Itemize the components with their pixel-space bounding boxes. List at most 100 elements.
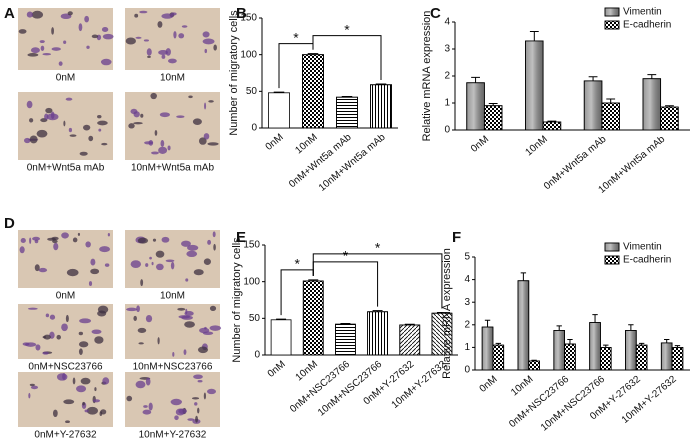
image-caption: 10nM	[160, 291, 185, 302]
significance-mark: *	[375, 240, 381, 256]
cell	[22, 342, 30, 346]
y-tick-label: 50	[246, 86, 258, 97]
image-caption: 10nM+Wnt5a mAb	[131, 163, 215, 174]
cell	[188, 95, 193, 99]
significance-bracket	[312, 253, 443, 309]
y-tick-label: 2	[464, 319, 470, 330]
legend-pattern	[604, 242, 620, 252]
cell	[183, 349, 187, 356]
cell	[146, 48, 152, 56]
cell	[142, 409, 152, 415]
x-tick-label: 10nM	[524, 134, 550, 159]
cell	[43, 334, 51, 340]
cell	[34, 264, 40, 272]
x-tick-label: 0nM+NSC23766	[507, 374, 571, 430]
y-tick-label: 50	[249, 313, 261, 324]
bar-pattern	[542, 121, 562, 131]
cell	[203, 133, 210, 140]
bar-pattern	[302, 280, 324, 356]
cell	[137, 327, 147, 333]
cell	[181, 315, 193, 320]
cell	[85, 241, 91, 248]
cell	[88, 281, 93, 286]
y-tick-label: 0	[251, 123, 257, 134]
cell	[126, 395, 133, 402]
cell	[194, 402, 198, 406]
cell	[213, 44, 217, 51]
error-bar	[529, 30, 539, 41]
error-bar	[308, 279, 319, 281]
cell	[147, 55, 151, 58]
cell	[91, 34, 99, 39]
cell	[204, 102, 207, 110]
error-bar	[340, 322, 351, 325]
cell	[53, 242, 59, 251]
panel-letter: E	[236, 229, 246, 246]
bar-pattern	[367, 311, 388, 356]
cell	[187, 418, 195, 421]
cell	[38, 267, 48, 273]
cell	[45, 313, 50, 318]
cell	[26, 11, 33, 18]
x-tick-label: 0nM	[266, 359, 288, 380]
cell	[133, 122, 143, 125]
cell	[193, 374, 203, 379]
cell	[92, 399, 101, 403]
cell	[187, 244, 199, 251]
error-bar	[307, 53, 319, 55]
cell	[197, 407, 200, 414]
cell	[208, 100, 214, 103]
image-caption: 0nM+Wnt5a mAb	[27, 163, 105, 174]
cell	[90, 268, 100, 275]
cell	[72, 377, 76, 385]
cell	[36, 129, 48, 138]
cell	[160, 140, 165, 147]
y-tick-label: 100	[243, 276, 260, 287]
cell	[72, 237, 78, 243]
cell	[76, 385, 87, 393]
cell	[67, 11, 73, 16]
cell	[161, 236, 170, 243]
cell	[138, 342, 144, 345]
cell	[99, 246, 111, 253]
cell	[97, 114, 102, 119]
cell	[30, 47, 40, 54]
cell	[204, 48, 208, 54]
error-bar	[567, 338, 573, 345]
error-bar	[375, 83, 387, 85]
cell	[78, 341, 89, 348]
cell	[151, 151, 159, 155]
panel-letter: D	[4, 215, 15, 232]
cell	[203, 392, 207, 400]
cell	[61, 323, 68, 332]
micrograph	[125, 372, 220, 427]
cell	[134, 13, 139, 18]
cell	[155, 250, 165, 258]
cell	[133, 315, 137, 321]
cell	[78, 23, 83, 32]
bar-pattern	[528, 360, 540, 371]
cell	[197, 380, 203, 383]
bar-pattern	[481, 326, 494, 371]
cell	[29, 135, 38, 144]
image-caption: 0nM	[56, 73, 75, 84]
cell	[31, 10, 44, 19]
bar-pattern	[635, 344, 648, 371]
bar-pattern	[553, 330, 565, 371]
error-bar	[592, 314, 598, 323]
cell	[198, 137, 207, 145]
panel-letter: F	[452, 229, 461, 246]
y-axis-label: Number of migratory cells	[228, 10, 240, 136]
significance-mark: *	[293, 29, 299, 45]
cell	[65, 420, 70, 424]
cell	[18, 29, 27, 34]
cell	[42, 351, 49, 355]
cell	[135, 380, 146, 389]
cell	[47, 237, 57, 241]
cell	[40, 45, 45, 51]
cell	[161, 13, 174, 19]
error-bar	[273, 91, 285, 93]
error-bar	[674, 345, 681, 348]
cell	[202, 331, 214, 335]
cell	[98, 128, 102, 132]
